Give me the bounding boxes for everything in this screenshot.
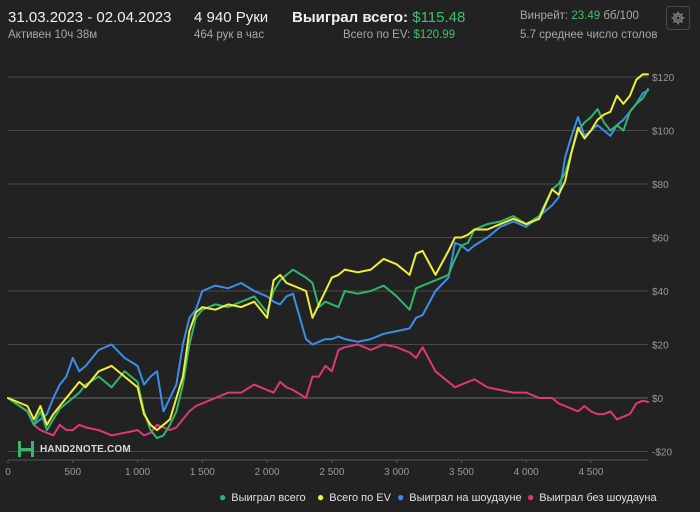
won-value: $115.48 <box>412 9 466 26</box>
winrate-unit: бб/100 <box>603 10 639 22</box>
hand2note-logo-icon <box>18 441 34 457</box>
legend-item-won[interactable]: ● Выиграл всего <box>219 490 306 504</box>
legend-label: Выиграл всего <box>231 492 306 504</box>
y-tick-label: $120 <box>652 73 675 84</box>
y-tick-label: $100 <box>652 127 675 138</box>
hands-count: 4 940 Руки <box>194 9 269 26</box>
hands-per-hour: 464 рук в час <box>194 29 265 41</box>
winrate: Винрейт: 23.49 бб/100 <box>520 10 639 22</box>
legend-label: Всего по EV <box>329 492 391 504</box>
active-time: Активен 10ч 38м <box>8 29 98 41</box>
chart-series <box>7 73 649 440</box>
ev-label: Всего по EV: <box>343 29 411 41</box>
chart-axes: $120 $100 $80 $60 $40 $20 $0 -$20 0 500 1 000 1 500… <box>5 73 674 478</box>
won-label: Выиграл всего: <box>292 9 409 26</box>
x-tick-label: 4 500 <box>578 467 603 478</box>
winrate-label: Винрейт: <box>520 10 569 22</box>
series-line-won <box>7 88 649 440</box>
series-line-ev <box>7 73 649 432</box>
y-tick-label: $0 <box>652 394 664 405</box>
legend-item-showdown[interactable]: ● Выиграл на шоудауне <box>397 490 522 504</box>
y-tick-label: $80 <box>652 180 669 191</box>
legend-dot: ● <box>527 490 535 504</box>
y-tick-label: $20 <box>652 341 669 352</box>
x-tick-label: 1 000 <box>125 467 150 478</box>
legend-dot: ● <box>397 490 405 504</box>
legend-label: Выиграл без шоудауна <box>539 492 657 504</box>
x-tick-label: 2 000 <box>255 467 280 478</box>
x-tick-label: 4 000 <box>514 467 539 478</box>
legend-item-non-showdown[interactable]: ● Выиграл без шоудауна <box>527 490 657 504</box>
x-tick-label: 1 500 <box>190 467 215 478</box>
legend-dot: ● <box>317 490 325 504</box>
x-tick-label: 3 000 <box>384 467 409 478</box>
series-line-showdown <box>7 89 649 426</box>
legend-item-ev[interactable]: ● Всего по EV <box>317 490 391 504</box>
gear-icon <box>671 11 685 25</box>
x-tick-label: 2 500 <box>319 467 344 478</box>
y-tick-label: $60 <box>652 234 669 245</box>
avg-tables: 5.7 среднее число столов <box>520 29 658 41</box>
series-line-non-showdown <box>7 343 649 437</box>
date-range: 31.03.2023 - 02.04.2023 <box>8 9 172 26</box>
legend-label: Выиграл на шоудауне <box>409 492 522 504</box>
chart-grid <box>8 76 648 461</box>
winrate-value: 23.49 <box>571 10 601 22</box>
y-tick-label: $40 <box>652 287 669 298</box>
legend-dot: ● <box>219 490 227 504</box>
x-tick-label: 0 <box>5 467 11 478</box>
x-tick-label: 500 <box>64 467 81 478</box>
won-total: Выиграл всего: $115.48 <box>292 9 465 26</box>
ev-total: Всего по EV: $120.99 <box>343 29 455 41</box>
settings-button[interactable] <box>666 6 690 30</box>
hand2note-logo: HAND2NOTE.COM <box>17 439 131 459</box>
ev-value: $120.99 <box>413 29 456 41</box>
y-tick-label: -$20 <box>652 448 672 459</box>
logo-text: HAND2NOTE.COM <box>40 443 131 455</box>
x-tick-label: 3 500 <box>449 467 474 478</box>
